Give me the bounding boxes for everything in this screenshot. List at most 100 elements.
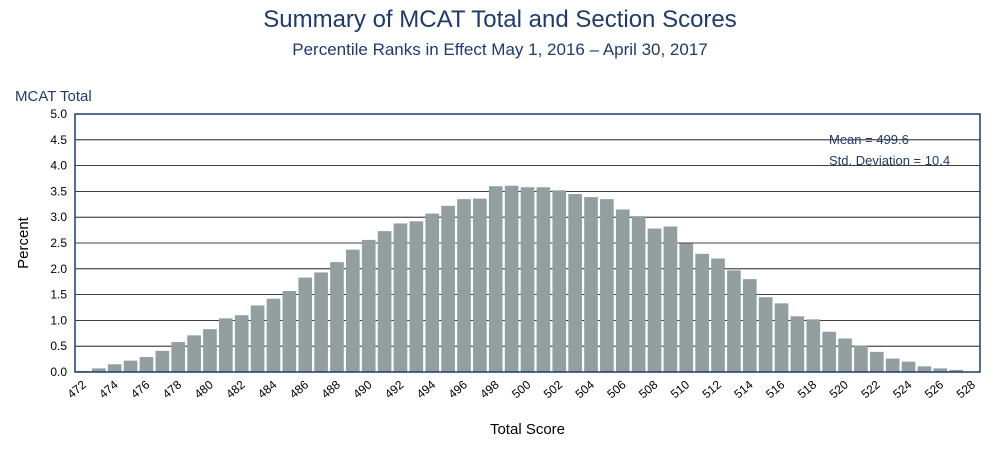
x-tick-label: 506 (604, 377, 629, 401)
y-axis-ticks: 0.0 0.5 1.0 1.5 2.0 2.5 3.0 3.5 4.0 4.5 5.0 (50, 107, 67, 379)
bar (679, 243, 694, 372)
x-tick-label: 480 (192, 377, 217, 401)
bar (647, 228, 662, 372)
y-tick-label: 4.0 (50, 159, 67, 173)
bar (711, 258, 725, 372)
mean-label: Mean = 499.6 (829, 132, 909, 147)
x-axis-label: Total Score (490, 421, 565, 438)
bar (314, 272, 328, 372)
chart-subtitle: Percentile Ranks in Effect May 1, 2016 –… (292, 40, 708, 59)
bar (631, 216, 646, 372)
x-tick-label: 512 (700, 377, 725, 401)
bar (774, 303, 789, 372)
bar (806, 319, 821, 372)
x-tick-label: 496 (446, 377, 471, 401)
x-tick-label: 522 (858, 377, 883, 401)
bar (552, 190, 567, 372)
panel-label: MCAT Total (15, 88, 92, 105)
bar (377, 231, 392, 372)
x-tick-label: 526 (922, 377, 947, 401)
bar (615, 209, 630, 372)
bar (600, 199, 614, 372)
x-tick-label: 516 (763, 377, 788, 401)
bar (425, 213, 440, 372)
bar (234, 315, 249, 372)
bar (282, 290, 297, 372)
bar (742, 279, 757, 372)
bar (584, 197, 598, 372)
x-tick-label: 528 (954, 377, 979, 401)
bar (330, 262, 344, 372)
y-tick-label: 3.0 (50, 210, 67, 224)
bar (695, 253, 709, 372)
x-tick-label: 472 (65, 377, 90, 401)
bar (488, 186, 503, 372)
bar (901, 361, 916, 372)
x-tick-label: 510 (668, 377, 693, 401)
y-tick-label: 2.5 (50, 236, 67, 250)
bar (298, 277, 313, 372)
x-tick-label: 476 (128, 377, 153, 401)
bar (346, 249, 360, 372)
bar (536, 187, 551, 372)
x-tick-label: 498 (477, 377, 502, 401)
bar (473, 198, 487, 372)
bar (758, 297, 773, 372)
bar (727, 270, 741, 372)
bar (107, 364, 122, 372)
bar (409, 221, 424, 372)
y-tick-label: 4.5 (50, 133, 67, 147)
bar (441, 205, 455, 372)
y-tick-label: 5.0 (50, 107, 67, 121)
bar (854, 345, 868, 372)
bar (171, 342, 186, 372)
bar (123, 360, 138, 372)
bar (187, 335, 201, 372)
bars (76, 185, 964, 372)
x-tick-label: 500 (509, 377, 534, 401)
y-tick-label: 0.0 (50, 365, 67, 379)
bar (504, 185, 519, 372)
bar (520, 187, 535, 372)
bar (155, 350, 170, 372)
x-tick-label: 486 (287, 377, 312, 401)
x-tick-label: 514 (731, 377, 756, 401)
bar (219, 318, 233, 372)
bar (393, 223, 408, 372)
x-tick-label: 478 (160, 377, 185, 401)
y-tick-label: 1.5 (50, 288, 67, 302)
bar (250, 305, 265, 372)
y-tick-label: 3.5 (50, 184, 67, 198)
x-tick-label: 488 (319, 377, 344, 401)
bar (568, 193, 582, 372)
bar (203, 329, 217, 372)
x-tick-label: 524 (890, 377, 915, 401)
y-tick-label: 1.0 (50, 313, 67, 327)
bar (822, 331, 836, 372)
x-tick-label: 502 (541, 377, 566, 401)
std-deviation-label: Std. Deviation = 10.4 (829, 153, 950, 168)
x-tick-label: 508 (636, 377, 661, 401)
plot-frame (74, 113, 981, 373)
bar (361, 239, 376, 372)
bar (869, 351, 884, 372)
bar (885, 358, 900, 372)
x-tick-label: 494 (414, 377, 439, 401)
x-tick-label: 520 (827, 377, 852, 401)
x-tick-label: 492 (382, 377, 407, 401)
x-axis-ticks: 472 474 476 478 480 482 484 486 488 490 492 494 496 4… (65, 377, 979, 401)
bar (838, 338, 852, 372)
y-tick-label: 0.5 (50, 339, 67, 353)
bar (139, 357, 154, 372)
x-tick-label: 484 (255, 377, 280, 401)
x-tick-label: 474 (96, 377, 121, 401)
bar (790, 316, 805, 372)
x-tick-label: 490 (350, 377, 375, 401)
bar (933, 368, 948, 372)
bar (949, 369, 964, 372)
x-tick-label: 504 (573, 377, 598, 401)
bar (457, 199, 471, 372)
bar (266, 298, 281, 372)
bar (663, 226, 678, 372)
